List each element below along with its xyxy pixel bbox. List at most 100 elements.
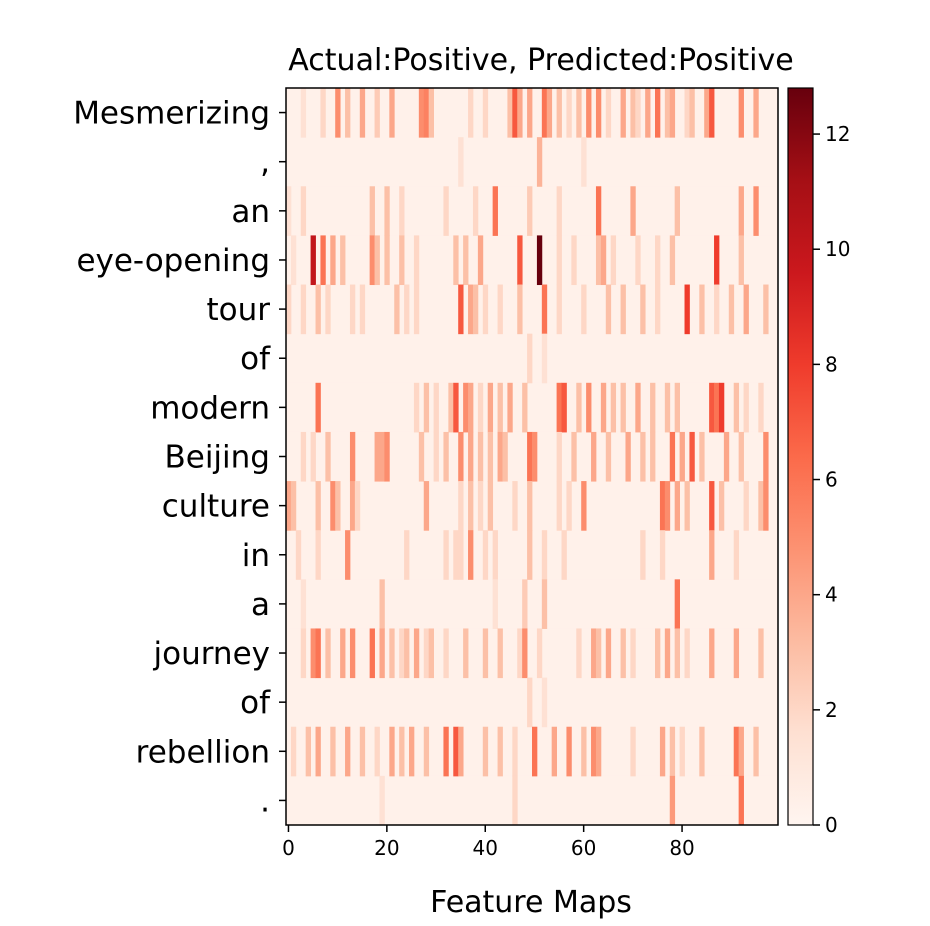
heatmap-cell <box>399 726 405 777</box>
heatmap-cell <box>635 235 641 286</box>
heatmap-cell <box>709 88 715 138</box>
heatmap-cell <box>468 431 474 482</box>
heatmap-cell <box>620 88 626 138</box>
heatmap-cell <box>300 628 307 679</box>
heatmap-cell <box>497 628 503 679</box>
heatmap-cell <box>527 88 533 138</box>
heatmap-cell <box>472 186 479 236</box>
heatmap-cell <box>497 382 503 433</box>
heatmap-cell <box>349 284 356 335</box>
heatmap-cell <box>458 481 464 531</box>
row-label: Mesmerizing <box>73 96 270 132</box>
heatmap-cell <box>502 431 508 482</box>
heatmap-cell <box>330 235 336 286</box>
heatmap-cell <box>556 382 562 433</box>
heatmap-cell <box>330 726 336 777</box>
heatmap-cell <box>635 382 641 433</box>
heatmap-cell <box>733 628 740 679</box>
heatmap-cell <box>384 235 390 286</box>
heatmap-cell <box>605 88 612 138</box>
heatmap-cell <box>541 284 548 335</box>
heatmap-cell <box>655 235 661 286</box>
heatmap-cell <box>527 333 533 384</box>
heatmap-cell <box>714 284 720 335</box>
heatmap-cell <box>640 431 646 482</box>
heatmap-cell <box>492 579 498 629</box>
heatmap-cell <box>546 88 553 138</box>
heatmap-cell <box>610 382 617 433</box>
heatmap-cell <box>418 431 425 482</box>
heatmap-cell <box>315 481 321 531</box>
heatmap-cell <box>369 628 375 679</box>
x-tick-label: 0 <box>282 836 295 860</box>
heatmap-cell <box>512 481 518 531</box>
heatmap-cell <box>325 431 331 482</box>
heatmap-cell <box>443 186 449 236</box>
chart-title: Actual:Positive, Predicted:Positive <box>288 43 793 78</box>
heatmap-cell <box>300 88 307 138</box>
heatmap-cell <box>743 382 749 433</box>
heatmap-cell <box>359 284 366 335</box>
heatmap-cell <box>399 235 405 286</box>
heatmap-cell <box>443 726 449 777</box>
heatmap-cell <box>738 88 744 138</box>
heatmap-cell <box>423 726 430 777</box>
heatmap-cell <box>310 431 316 482</box>
row-label: an <box>231 194 270 230</box>
heatmap-cell <box>595 235 602 286</box>
heatmap-cell <box>556 186 562 236</box>
heatmap-cell <box>453 235 459 286</box>
heatmap-cell <box>669 726 676 777</box>
heatmap-cell <box>571 431 577 482</box>
heatmap-cell <box>605 431 612 482</box>
heatmap-cell <box>458 530 464 580</box>
heatmap-cell <box>625 431 631 482</box>
heatmap-cell <box>743 481 749 531</box>
heatmap-cell <box>605 284 612 335</box>
colorbar-tick-label: 0 <box>825 813 838 837</box>
heatmap-cell <box>315 726 321 777</box>
heatmap-cell <box>497 431 503 482</box>
heatmap-cell <box>330 481 336 531</box>
heatmap-cell <box>428 88 434 138</box>
heatmap-cell <box>674 579 680 629</box>
heatmap-cell <box>399 628 405 679</box>
heatmap-cell <box>571 235 577 286</box>
heatmap-cell <box>541 88 548 138</box>
heatmap-cell <box>418 88 425 138</box>
heatmap-cell <box>453 382 459 433</box>
heatmap-cell <box>522 579 528 629</box>
heatmap-cell <box>374 726 380 777</box>
heatmap-cell <box>423 88 430 138</box>
heatmap-cell <box>345 88 351 138</box>
heatmap-cell <box>482 530 489 580</box>
heatmap-cell <box>595 628 602 679</box>
heatmap-cell <box>458 137 464 187</box>
heatmap-cell <box>517 88 523 138</box>
heatmap-cell <box>374 88 380 138</box>
heatmap-cell <box>433 431 439 482</box>
heatmap-cell <box>664 88 671 138</box>
heatmap-cell <box>345 726 351 777</box>
heatmap-cell <box>404 530 410 580</box>
heatmap-cell <box>595 88 602 138</box>
heatmap-cell <box>286 481 292 531</box>
heatmap-cell <box>507 382 513 433</box>
heatmap-cell <box>527 431 533 482</box>
heatmap-cell <box>664 628 671 679</box>
heatmap-cell <box>443 431 449 482</box>
heatmap-cell <box>492 530 498 580</box>
heatmap-cell <box>532 726 538 777</box>
heatmap-cell <box>758 382 764 433</box>
heatmap-cell <box>423 382 430 433</box>
heatmap-cell <box>482 284 489 335</box>
colorbar-tick-label: 12 <box>825 122 850 146</box>
x-axis-ticks: 0 20 40 60 80 <box>282 825 695 860</box>
heatmap-cell <box>325 628 331 679</box>
heatmap-cell <box>349 431 356 482</box>
heatmap-cell <box>349 628 356 679</box>
heatmap-cell <box>655 284 661 335</box>
heatmap-cell <box>517 628 523 679</box>
heatmap-cell <box>413 284 420 335</box>
heatmap-cell <box>679 431 685 482</box>
